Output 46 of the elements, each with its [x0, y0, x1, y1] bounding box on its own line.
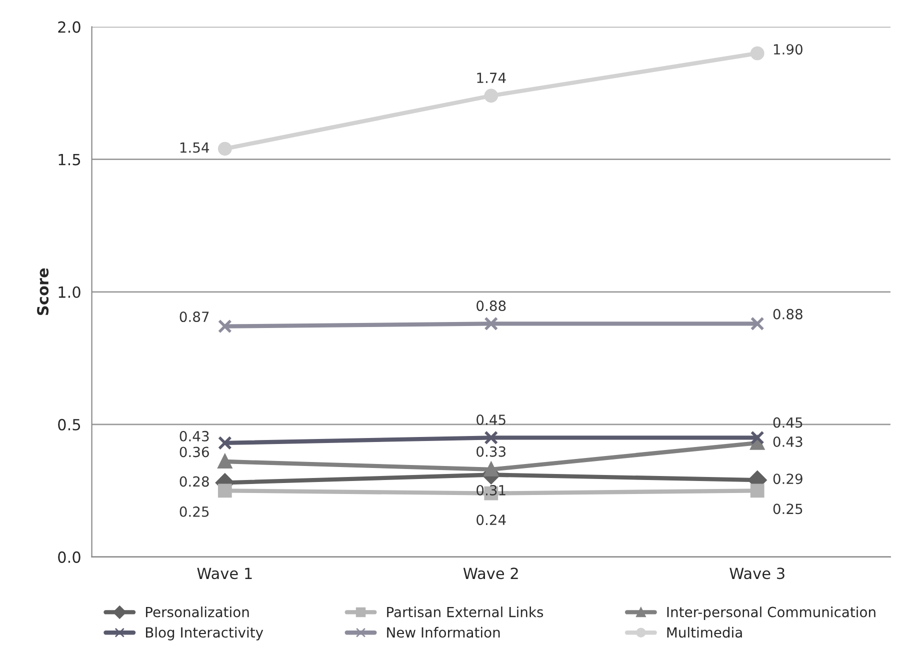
y-tick-label: 2.0 — [58, 21, 80, 33]
point — [750, 430, 764, 445]
point — [218, 454, 232, 468]
x-tick-label: Wave 2 — [463, 568, 518, 580]
legend-label: Partisan External Links — [387, 606, 544, 618]
legend-label: Multimedia — [667, 626, 742, 638]
point — [750, 46, 764, 60]
point — [218, 436, 232, 450]
point — [484, 88, 498, 103]
data-label: 0.25 — [773, 504, 802, 514]
data-label: 0.33 — [476, 446, 506, 457]
x-tick-label: Wave 3 — [730, 568, 784, 580]
data-label: 0.25 — [180, 506, 209, 517]
x-tick-label: Wave 1 — [197, 568, 252, 580]
point — [750, 316, 764, 331]
data-label: 0.87 — [180, 312, 209, 322]
y-tick-label: 1.0 — [58, 286, 80, 298]
data-label: 0.31 — [476, 484, 506, 496]
data-label: 1.54 — [180, 142, 210, 153]
point — [484, 462, 498, 476]
y-tick-label: 1.5 — [58, 154, 80, 166]
legend-label: Inter-personal Communication — [667, 606, 876, 620]
y-axis-title: Score — [37, 268, 49, 316]
y-tick-label: 0.0 — [58, 551, 80, 563]
point — [750, 484, 764, 498]
data-label: 1.74 — [477, 72, 506, 83]
data-label: 0.88 — [773, 308, 802, 320]
data-label: 0.36 — [180, 446, 209, 458]
data-label: 0.24 — [476, 514, 506, 526]
data-label: 0.45 — [476, 414, 506, 426]
y-tick-label: 0.5 — [58, 418, 80, 430]
data-label: 0.29 — [773, 474, 802, 484]
data-label: 0.43 — [773, 436, 802, 447]
data-label: 0.88 — [476, 300, 506, 312]
data-label: 0.43 — [180, 430, 209, 442]
point — [484, 430, 498, 445]
legend-label: New Information — [387, 626, 500, 638]
point — [218, 142, 232, 156]
legend-label: Blog Interactivity — [146, 626, 264, 640]
data-label: 1.90 — [774, 44, 802, 55]
legend-label: Personalization — [146, 606, 249, 618]
point — [484, 316, 498, 331]
point — [218, 484, 232, 498]
point — [218, 319, 232, 334]
data-label: 0.45 — [773, 417, 802, 428]
data-label: 0.28 — [180, 476, 209, 487]
